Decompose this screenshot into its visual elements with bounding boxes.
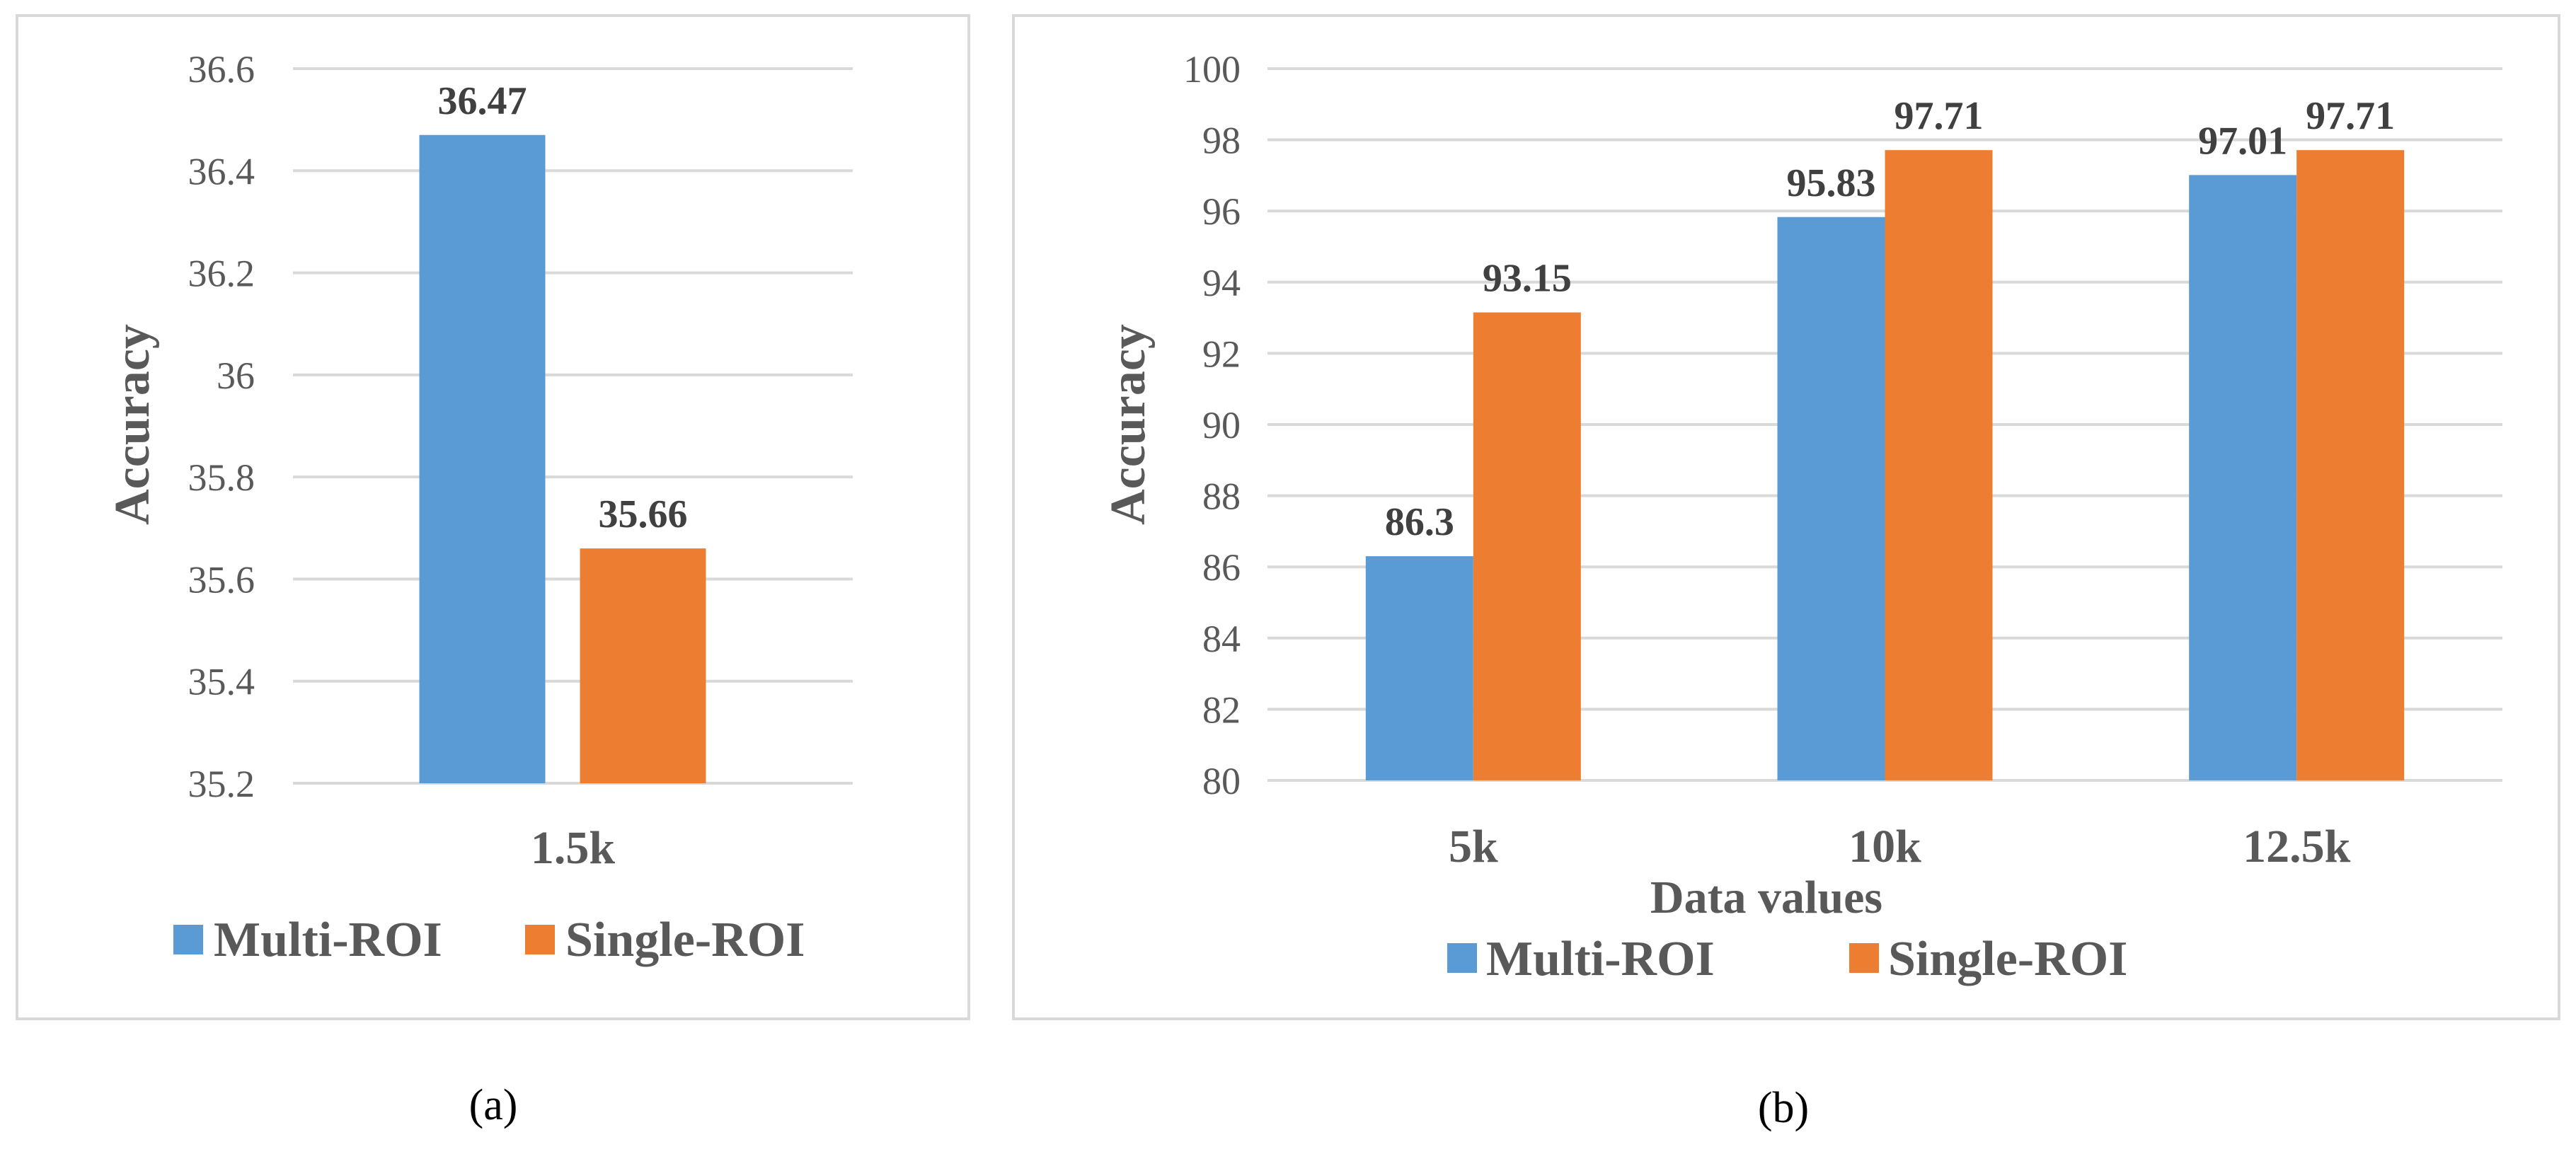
chart-a-category-labels: 1.5k [531, 822, 616, 874]
chart-b-bar-single-roi [2296, 150, 2405, 780]
legend-a-multi-label: Multi-ROI [214, 913, 442, 967]
chart-b-y-tick-label: 98 [1202, 120, 1241, 162]
chart-a-y-tick-label: 35.6 [188, 558, 255, 601]
chart-b-y-tick-label: 92 [1202, 333, 1241, 375]
chart-b-y-tick-label: 80 [1202, 760, 1241, 802]
chart-b-bar-multi-roi [2189, 175, 2297, 781]
chart-b-data-label: 95.83 [1787, 161, 1876, 205]
legend-b-single-label: Single-ROI [1888, 932, 2127, 986]
legend-a-single-label: Single-ROI [565, 913, 805, 967]
chart-b-y-tick-label: 94 [1202, 262, 1241, 304]
chart-a-data-label: 36.47 [438, 79, 527, 123]
chart-b-data-label: 97.71 [1894, 94, 1984, 138]
chart-panel-b: 80 82 84 86 88 90 92 94 96 98 100 86.3 93.15 95.83 97… [1012, 14, 2560, 1020]
chart-a-data-labels: 36.47 35.66 [438, 79, 688, 536]
chart-b-data-label: 86.3 [1385, 500, 1454, 544]
chart-b-y-tick-label: 100 [1183, 48, 1241, 91]
chart-a-y-tick-labels: 35.2 35.4 35.6 35.8 36 36.2 36.4 36.6 [188, 48, 255, 805]
chart-b-bar-single-roi [1885, 150, 1993, 780]
chart-a-gridlines [293, 67, 853, 785]
chart-b-bar-single-roi [1473, 312, 1581, 780]
chart-b-y-tick-label: 90 [1202, 404, 1241, 446]
chart-a-data-label: 35.66 [599, 492, 688, 536]
chart-panel-a: 35.2 35.4 35.6 35.8 36 36.2 36.4 36.6 36.47 35.6… [16, 14, 970, 1020]
chart-a-legend: Multi-ROI Single-ROI [173, 913, 805, 967]
chart-b-data-label: 97.01 [2198, 119, 2287, 163]
legend-a-single-swatch [525, 925, 555, 954]
chart-b-legend: Multi-ROI Single-ROI [1447, 932, 2127, 986]
chart-b-data-label: 97.71 [2306, 94, 2395, 138]
chart-a-y-tick-label: 35.2 [188, 763, 255, 805]
chart-a-y-tick-label: 36.2 [188, 253, 255, 295]
chart-a-y-tick-label: 35.8 [188, 456, 255, 499]
chart-b-data-label: 93.15 [1483, 257, 1572, 301]
chart-a-y-axis-label: Accuracy [105, 324, 160, 525]
chart-b-category-label: 12.5k [2243, 821, 2351, 872]
chart-b-bars [1365, 150, 2405, 781]
legend-b-multi-swatch [1447, 943, 1477, 973]
legend-a-multi-swatch [173, 925, 203, 954]
chart-b-bar-multi-roi [1777, 217, 1885, 781]
chart-b-category-label: 5k [1449, 821, 1498, 872]
chart-a-y-tick-label: 36 [217, 354, 255, 397]
chart-a-bars [419, 134, 706, 784]
chart-a-y-tick-label: 35.4 [188, 661, 255, 703]
chart-b-category-label: 10k [1848, 821, 1921, 872]
chart-a-y-tick-label: 36.6 [188, 48, 255, 91]
chart-b-data-labels: 86.3 93.15 95.83 97.71 97.01 97.71 [1385, 94, 2395, 544]
caption-a: (a) [469, 1081, 518, 1129]
chart-a-bar-multi-roi [419, 134, 546, 784]
chart-b-y-tick-labels: 80 82 84 86 88 90 92 94 96 98 100 [1183, 48, 1241, 802]
chart-b-y-tick-label: 96 [1202, 190, 1241, 233]
chart-b-y-tick-label: 84 [1202, 618, 1241, 660]
chart-b-bar-multi-roi [1365, 556, 1473, 780]
legend-b-single-swatch [1849, 943, 1879, 973]
caption-b: (b) [1758, 1084, 1809, 1132]
chart-b-x-axis-label: Data values [1650, 872, 1882, 923]
chart-b-y-tick-label: 82 [1202, 688, 1241, 731]
chart-b-y-tick-label: 86 [1202, 546, 1241, 589]
chart-b-y-tick-label: 88 [1202, 475, 1241, 518]
chart-a-y-tick-label: 36.4 [188, 150, 255, 192]
chart-b-category-labels: 5k 10k 12.5k [1449, 821, 2351, 872]
chart-a-bar-single-roi [580, 548, 706, 783]
chart-a-category-label: 1.5k [531, 822, 616, 874]
chart-b-y-axis-label: Accuracy [1101, 324, 1156, 525]
legend-b-multi-label: Multi-ROI [1486, 932, 1715, 986]
